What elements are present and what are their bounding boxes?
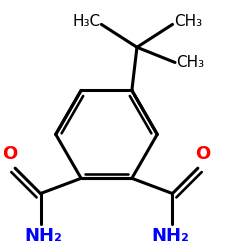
Text: H₃C: H₃C xyxy=(72,14,100,29)
Text: O: O xyxy=(2,145,18,163)
Text: NH₂: NH₂ xyxy=(151,226,189,244)
Text: NH₂: NH₂ xyxy=(24,226,62,244)
Text: CH₃: CH₃ xyxy=(174,14,202,29)
Text: CH₃: CH₃ xyxy=(176,55,204,70)
Text: O: O xyxy=(195,145,210,163)
